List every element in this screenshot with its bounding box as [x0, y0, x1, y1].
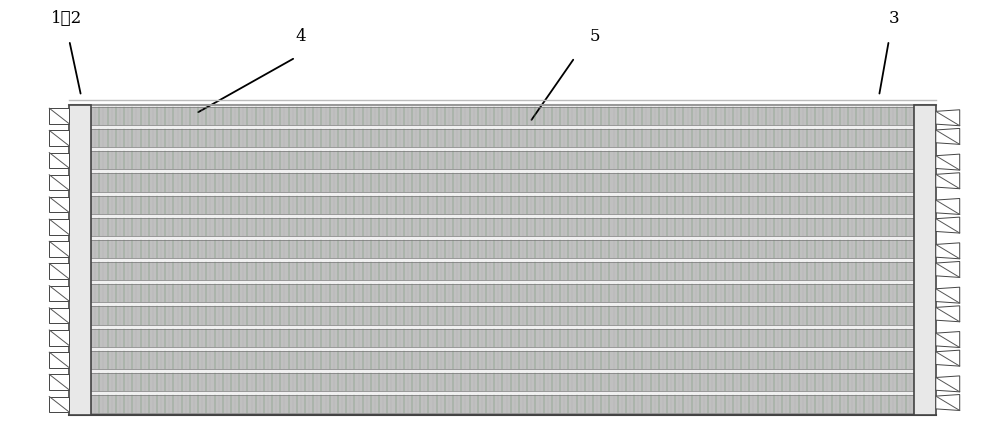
Bar [91, 327, 914, 329]
Bar [49, 219, 69, 235]
Bar [91, 369, 914, 371]
Bar [91, 373, 914, 391]
Bar [91, 107, 914, 125]
Bar [49, 397, 69, 412]
Polygon shape [936, 395, 960, 411]
Bar [49, 153, 69, 168]
Bar [91, 240, 914, 258]
Polygon shape [936, 306, 960, 322]
Bar [91, 194, 914, 196]
Bar [91, 306, 914, 325]
Bar [91, 262, 914, 280]
Text: 1、2: 1、2 [51, 10, 82, 27]
Bar [91, 151, 914, 169]
Bar [91, 171, 914, 174]
Bar [91, 371, 914, 373]
Bar [49, 352, 69, 368]
Text: 5: 5 [589, 27, 600, 45]
Bar [91, 351, 914, 369]
Bar [91, 349, 914, 351]
Bar [91, 147, 914, 149]
Bar [91, 105, 914, 107]
Bar [91, 105, 914, 415]
Bar [91, 395, 914, 413]
Polygon shape [936, 332, 960, 348]
Bar [91, 284, 914, 302]
Bar [91, 191, 914, 194]
Polygon shape [936, 287, 960, 303]
Bar [91, 218, 914, 236]
Bar [91, 413, 914, 415]
Bar [69, 105, 91, 415]
Bar [91, 169, 914, 171]
Bar [91, 329, 914, 347]
Bar [91, 305, 914, 306]
Polygon shape [936, 261, 960, 277]
Polygon shape [936, 173, 960, 189]
Bar [91, 282, 914, 284]
Bar [91, 236, 914, 238]
Bar [91, 149, 914, 151]
Bar [91, 258, 914, 260]
Bar [49, 108, 69, 124]
Bar [49, 130, 69, 146]
Bar [49, 175, 69, 190]
Bar [91, 196, 914, 214]
Text: 4: 4 [295, 27, 306, 45]
Bar [91, 214, 914, 216]
Bar [91, 216, 914, 218]
Polygon shape [936, 350, 960, 366]
Polygon shape [936, 154, 960, 170]
Bar [49, 263, 69, 279]
Bar [91, 280, 914, 282]
Bar [91, 325, 914, 327]
Bar [91, 260, 914, 262]
Bar [91, 127, 914, 129]
Bar [91, 238, 914, 240]
Bar [49, 330, 69, 345]
Polygon shape [936, 376, 960, 392]
Bar [914, 105, 936, 415]
Bar [49, 197, 69, 212]
Polygon shape [936, 128, 960, 145]
Bar [91, 393, 914, 395]
Bar [49, 241, 69, 257]
Bar [91, 125, 914, 127]
Bar [91, 174, 914, 191]
Bar [49, 308, 69, 323]
Text: 3: 3 [889, 10, 899, 27]
Bar [91, 347, 914, 349]
Polygon shape [936, 198, 960, 214]
Polygon shape [936, 110, 960, 126]
Bar [91, 129, 914, 147]
Bar [91, 302, 914, 305]
Bar [49, 375, 69, 390]
Polygon shape [936, 217, 960, 233]
Polygon shape [936, 243, 960, 259]
Bar [49, 286, 69, 301]
Bar [91, 391, 914, 393]
